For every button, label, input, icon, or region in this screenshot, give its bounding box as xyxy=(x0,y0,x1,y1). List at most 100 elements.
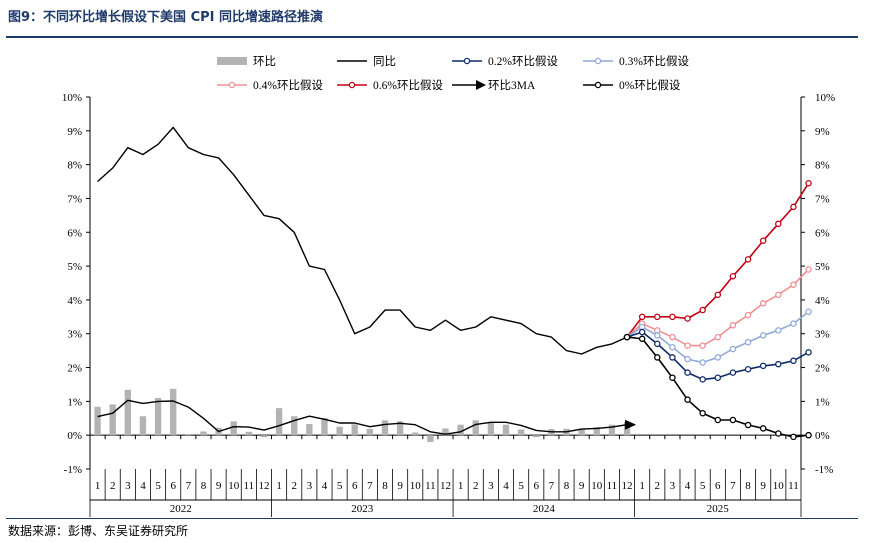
scenario-marker-s02 xyxy=(669,354,676,361)
scenario-marker-s00 xyxy=(669,374,676,381)
scenario-marker-s06 xyxy=(744,256,752,263)
scenario-marker-s06 xyxy=(805,179,812,187)
mom-bar xyxy=(427,435,434,442)
scenario-marker-s06 xyxy=(669,313,676,321)
scenario-marker-s03 xyxy=(759,332,767,339)
legend-swatch-arrow xyxy=(476,80,486,90)
legend-label: 0.3%环比假设 xyxy=(619,54,689,68)
scenario-marker-s06 xyxy=(654,313,661,321)
year-label: 2023 xyxy=(351,503,374,515)
mom-bar xyxy=(275,408,283,436)
scenario-marker-s03 xyxy=(684,355,691,363)
month-label: 12 xyxy=(622,480,633,492)
month-label: 10 xyxy=(773,480,785,492)
month-label: 8 xyxy=(201,480,207,492)
legend-swatch-bar xyxy=(217,57,247,65)
scenario-marker-s02 xyxy=(775,360,782,368)
scenario-marker-s03 xyxy=(775,327,782,334)
scenario-marker-s03 xyxy=(699,359,706,366)
y-tick-label-left: 8% xyxy=(67,160,82,172)
mom-bar xyxy=(412,432,419,436)
mom-bar xyxy=(487,422,495,436)
scenario-marker-s04 xyxy=(775,291,782,299)
legend-swatch-marker xyxy=(594,81,602,89)
legend-label: 环比 xyxy=(253,55,276,68)
mom-bar xyxy=(533,435,540,438)
title-divider xyxy=(6,36,858,38)
mom-bar xyxy=(381,420,389,436)
scenario-marker-s00 xyxy=(729,416,737,424)
scenario-marker-s03 xyxy=(654,332,661,339)
scenario-marker-s04 xyxy=(669,333,676,341)
legend-label: 0.4%环比假设 xyxy=(253,78,323,92)
y-tick-label-right: 1% xyxy=(815,396,830,408)
y-tick-label-right: 10% xyxy=(815,92,835,104)
y-tick-label-left: 3% xyxy=(67,329,82,341)
month-label: 9 xyxy=(760,480,766,492)
scenario-marker-s03 xyxy=(790,320,797,327)
scenario-marker-s02 xyxy=(759,362,767,370)
scenario-marker-s02 xyxy=(714,374,722,381)
scenario-marker-s00 xyxy=(684,396,691,403)
scenario-marker-s06 xyxy=(790,203,797,211)
month-label: 2 xyxy=(655,480,661,492)
month-label: 8 xyxy=(564,480,570,492)
scenario-marker-s00 xyxy=(654,354,661,361)
mom-bar xyxy=(291,416,298,436)
scenario-marker-s02 xyxy=(654,340,661,348)
scenario-marker-s02 xyxy=(699,376,706,383)
y-tick-label-right: -1% xyxy=(815,464,833,476)
bottom-divider xyxy=(6,518,858,519)
y-tick-label-left: 1% xyxy=(67,396,82,408)
month-label: 10 xyxy=(591,480,603,492)
y-tick-label-left: 7% xyxy=(67,193,82,205)
month-label: 12 xyxy=(440,480,451,492)
month-label: 2 xyxy=(291,480,297,492)
scenario-marker-s00 xyxy=(790,433,797,441)
month-label: 1 xyxy=(276,480,282,492)
y-tick-label-right: 7% xyxy=(815,193,830,205)
mom-bar xyxy=(200,431,207,436)
y-tick-label-right: 2% xyxy=(815,363,830,375)
scenario-marker-s02 xyxy=(729,369,737,376)
month-label: 5 xyxy=(337,480,343,492)
month-label: 5 xyxy=(155,480,161,492)
mom-bars xyxy=(94,388,631,442)
month-label: 12 xyxy=(258,480,269,492)
month-label: 3 xyxy=(307,480,313,492)
scenario-marker-s03 xyxy=(744,338,752,346)
scenario-marker-s06 xyxy=(684,315,691,322)
month-label: 3 xyxy=(125,480,131,492)
month-label: 1 xyxy=(95,480,101,492)
mom-bar xyxy=(94,406,101,436)
month-label: 3 xyxy=(488,480,494,492)
year-label: 2022 xyxy=(170,503,192,515)
legend-label: 同比 xyxy=(373,55,396,68)
month-label: 11 xyxy=(788,480,799,492)
legend-label: 0%环比假设 xyxy=(619,78,681,92)
month-label: 11 xyxy=(607,480,618,492)
mom-bar xyxy=(396,421,404,436)
mom-bar xyxy=(154,397,162,436)
scenario-marker-s03 xyxy=(669,344,676,351)
scenario-marker-s06 xyxy=(714,291,722,299)
mom-bar xyxy=(124,389,131,436)
scenario-marker-s03 xyxy=(805,308,812,315)
axis-labels: -1% -1% 0% 0% 1% 1% 2% 2% 3% 3% 4% 4% 5% 5% 6% 6% 7% 7% 8%… xyxy=(62,92,835,515)
month-label: 10 xyxy=(410,480,422,492)
month-label: 4 xyxy=(685,480,691,492)
scenario-marker-s04 xyxy=(684,342,691,349)
scenario-marker-s04 xyxy=(699,342,706,349)
y-tick-label-left: 2% xyxy=(67,363,82,375)
month-label: 9 xyxy=(397,480,403,492)
month-label: 4 xyxy=(503,480,509,492)
month-label: 11 xyxy=(425,480,436,492)
ma3-line xyxy=(97,399,628,435)
scenario-marker-s04 xyxy=(729,322,737,329)
scenario-marker-s06 xyxy=(759,237,767,244)
month-label: 5 xyxy=(700,480,706,492)
scenario-marker-s03 xyxy=(714,354,722,361)
mom-bar xyxy=(366,428,374,436)
mom-bar xyxy=(139,416,147,436)
month-label: 7 xyxy=(549,480,555,492)
